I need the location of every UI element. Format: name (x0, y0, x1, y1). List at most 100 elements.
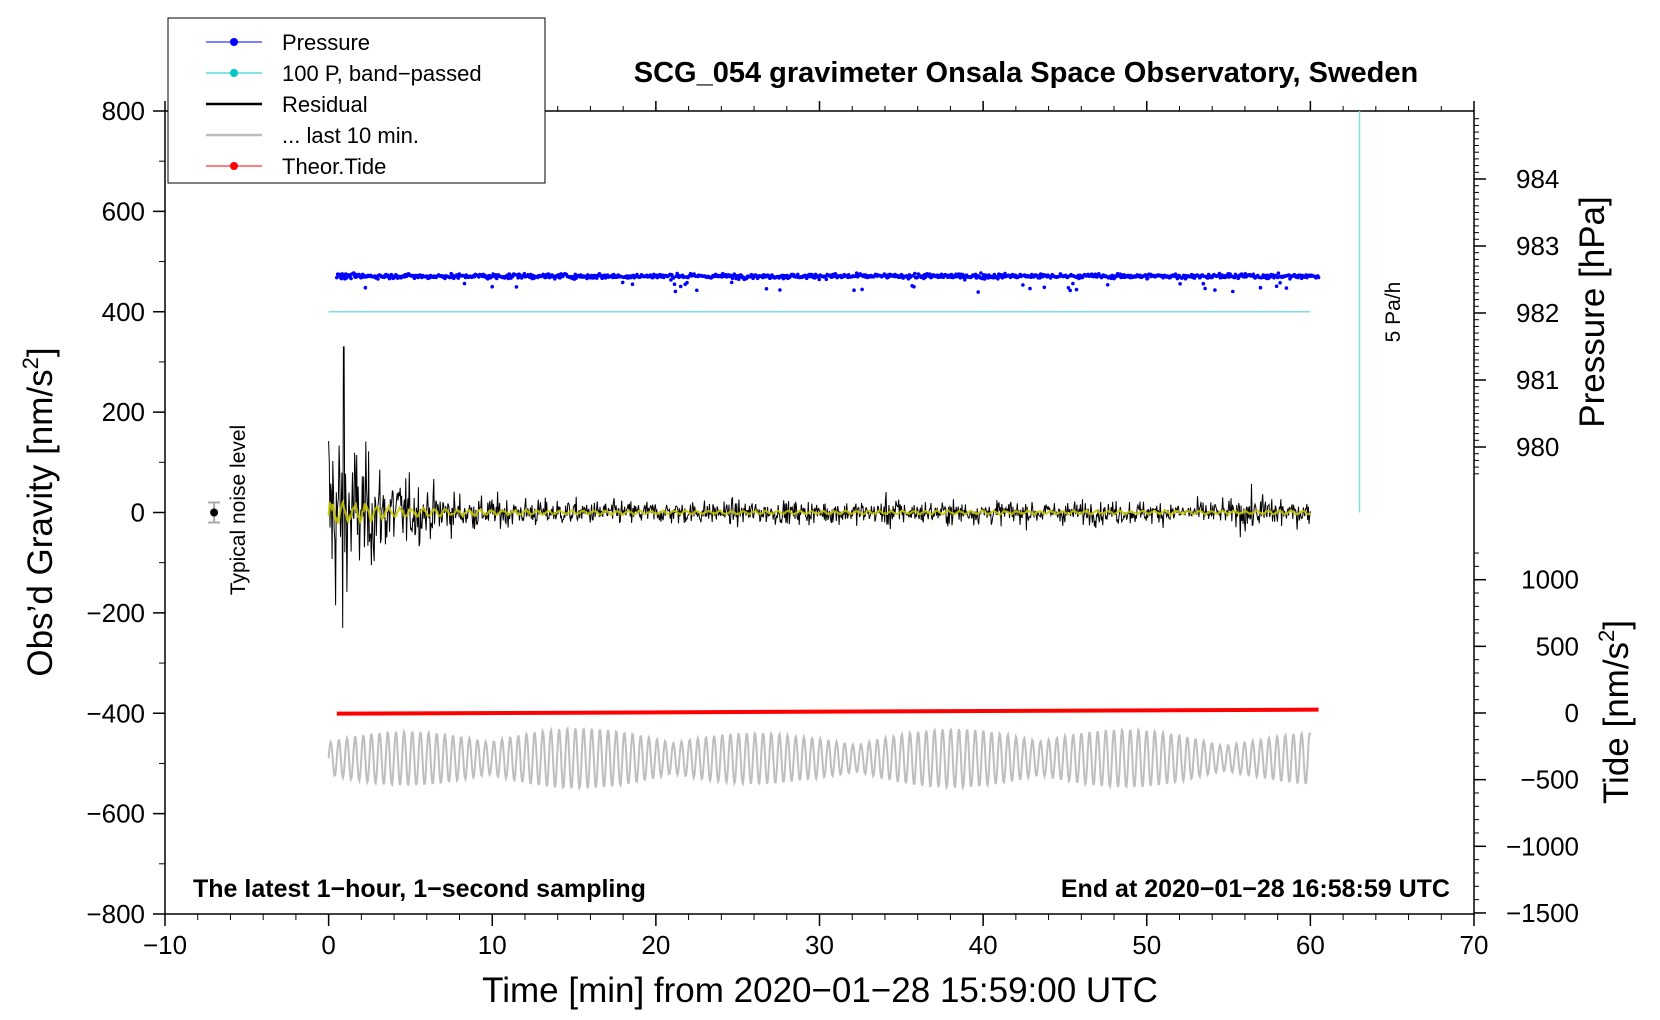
pressure-point (448, 275, 453, 280)
pressure-point (349, 276, 353, 281)
legend-label: 100 P, band−passed (282, 61, 482, 86)
tide-tick-label: 0 (1565, 698, 1579, 728)
legend-label: Pressure (282, 30, 370, 55)
pressure-point (1258, 285, 1263, 290)
pressure-point (344, 276, 349, 280)
pressure-point (462, 281, 467, 286)
pressure-point (1213, 288, 1217, 292)
tide-tick-label: −500 (1520, 765, 1579, 795)
tide-tick-label: −1500 (1506, 898, 1579, 928)
tide-tick-label: 500 (1536, 631, 1579, 661)
y-tick-label: −200 (86, 598, 145, 628)
pressure-point (1042, 285, 1047, 290)
pressure-point (1284, 286, 1289, 290)
pressure-point (764, 287, 769, 291)
tide-tick-label: −1000 (1506, 831, 1579, 861)
pressure-point (1203, 286, 1207, 291)
y-axis-label-left-sup: 2 (18, 357, 43, 369)
pressure-rate-bar: 5 Pa/h (1358, 111, 1405, 513)
pressure-point (1178, 282, 1182, 286)
pressure-point (620, 280, 625, 285)
pressure-point (489, 275, 494, 279)
tide-tick-label: 1000 (1521, 565, 1579, 595)
pressure-point (1074, 287, 1079, 292)
x-tick-label: 30 (805, 930, 834, 960)
pressure-point (1071, 281, 1075, 286)
pressure-point (671, 276, 676, 280)
pressure-point (1028, 286, 1032, 291)
pressure-point (1105, 283, 1110, 287)
pressure-point (1276, 271, 1281, 276)
series-last10-line (327, 725, 1312, 792)
legend-label: Theor.Tide (282, 154, 386, 179)
annotation-bottom-right: End at 2020−01−28 16:58:59 UTC (1061, 875, 1450, 903)
pressure-tick-label: 984 (1516, 164, 1559, 194)
pressure-point (673, 289, 678, 294)
pressure-point (494, 276, 499, 281)
y-axis-ticks: −800 −600 −400 −200 0 200 400 600 800 (86, 96, 165, 929)
pressure-point (558, 276, 562, 280)
y-tick-label: −400 (86, 698, 145, 728)
legend-swatch-marker (230, 162, 238, 170)
pressure-tick-label: 983 (1516, 231, 1559, 261)
pressure-point (912, 284, 916, 289)
pressure-point (1251, 272, 1256, 277)
y-axis-label-tide: Tide [nm/s2] (1594, 620, 1636, 804)
noise-level-label: Typical noise level (227, 425, 250, 595)
y-tick-label: 800 (102, 96, 145, 126)
pressure-tick-label: 980 (1516, 432, 1559, 462)
pressure-point (1217, 271, 1222, 276)
x-tick-label: −10 (143, 930, 187, 960)
pressure-point (678, 284, 683, 289)
x-tick-label: 10 (478, 930, 507, 960)
pressure-point (1274, 284, 1279, 289)
chart-title: SCG_054 gravimeter Onsala Space Observat… (634, 57, 1418, 89)
pressure-point (949, 272, 954, 277)
y-tick-label: 400 (102, 297, 145, 327)
pressure-point (1146, 276, 1150, 280)
pressure-point (486, 277, 490, 281)
pressure-point (506, 276, 511, 281)
legend-label: Residual (282, 92, 368, 117)
pressure-tick-label: 981 (1516, 365, 1559, 395)
y-axis-label-tide-sup: 2 (1594, 630, 1619, 642)
legend: Pressure 100 P, band−passed Residual ... la… (167, 17, 546, 184)
pressure-point (730, 276, 735, 281)
pressure-point (1231, 289, 1235, 294)
x-axis-label: Time [min] from 2020−01−28 15:59:00 UTC (482, 971, 1158, 1010)
pressure-point (630, 282, 635, 287)
pressure-axis-ticks: 980 981 982 983 984 (1474, 118, 1559, 475)
pressure-point (672, 282, 677, 287)
pressure-point (796, 272, 800, 277)
legend-swatch-marker (230, 38, 238, 46)
y-tick-label: 600 (102, 196, 145, 226)
y-tick-label: 200 (102, 397, 145, 427)
pressure-point (729, 273, 733, 278)
pressure-point (522, 271, 527, 276)
series-residual-line (328, 346, 1311, 628)
pressure-point (817, 277, 821, 282)
pressure-point (976, 290, 980, 294)
pressure-point (979, 271, 983, 275)
pressure-point (669, 278, 673, 282)
pressure-point (1175, 276, 1180, 281)
pressure-point (913, 271, 917, 276)
noise-point (210, 508, 219, 517)
y-tick-label: 0 (131, 498, 145, 528)
axes-layer: −10 0 10 20 30 40 50 60 70 −800 −600 −400 −200 0 200 4… (86, 96, 1579, 960)
y-axis-label-left-close: ] (21, 347, 60, 357)
pressure-point (1068, 288, 1072, 293)
y-axis-label-tide-close: ] (1597, 620, 1636, 630)
legend-swatch-marker (230, 69, 238, 77)
x-tick-label: 40 (969, 930, 998, 960)
pressure-point (854, 271, 859, 276)
pressure-point (852, 288, 856, 293)
pressure-point (595, 276, 599, 280)
y-tick-label: −800 (86, 899, 145, 929)
annotation-bottom-left: The latest 1−hour, 1−second sampling (193, 875, 646, 903)
pressure-point (490, 284, 495, 289)
pressure-point (1021, 283, 1025, 287)
pressure-point (556, 273, 561, 277)
y-axis-label-tide-text: Tide [nm/s (1597, 642, 1636, 804)
